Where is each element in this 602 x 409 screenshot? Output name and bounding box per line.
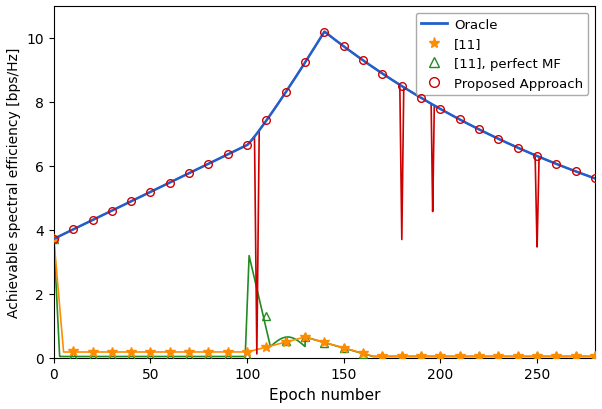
Y-axis label: Achievable spectral efficiency [bps/Hz]: Achievable spectral efficiency [bps/Hz] [7, 47, 21, 317]
Legend: Oracle, [11], [11], perfect MF, Proposed Approach: Oracle, [11], [11], perfect MF, Proposed… [416, 13, 589, 96]
X-axis label: Epoch number: Epoch number [268, 387, 380, 402]
